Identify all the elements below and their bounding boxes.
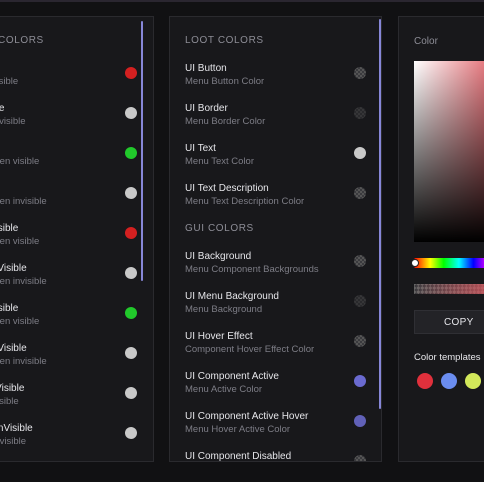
- color-setting-row[interactable]: UI Hover Effect Component Hover Effect Co…: [170, 331, 381, 371]
- setting-description: Component Hover Effect Color: [185, 344, 315, 355]
- color-setting-row[interactable]: UI Background Menu Component Backgrounds: [170, 251, 381, 291]
- setting-description: o when invisible: [0, 436, 27, 447]
- setting-title: eleton InVisible: [0, 343, 27, 354]
- color-swatch[interactable]: [125, 267, 137, 279]
- color-setting-row[interactable]: UI Component Disabled: [170, 451, 381, 462]
- setting-title: yer Info InVisible: [0, 423, 33, 434]
- setting-description: Menu Background: [185, 304, 263, 315]
- loot-gui-colors-panel: LOOT COLORS UI Button Menu Button Color UI…: [169, 16, 382, 462]
- setting-description: eleton when invisible: [0, 356, 47, 367]
- color-swatch[interactable]: [354, 147, 366, 159]
- color-swatch[interactable]: [354, 375, 366, 387]
- color-setting-row[interactable]: Visible eleton when visible: [0, 143, 153, 183]
- setting-description: o when visible: [0, 396, 19, 407]
- color-template-swatch[interactable]: [465, 373, 481, 389]
- setting-title: eleton Visible: [0, 303, 19, 314]
- color-swatch[interactable]: [125, 147, 137, 159]
- color-swatch[interactable]: [354, 335, 366, 347]
- color-template-swatch[interactable]: [441, 373, 457, 389]
- color-setting-row[interactable]: eleton Visible eleton when visible: [0, 223, 153, 263]
- color-setting-row[interactable]: UI Text Description Menu Text Description…: [170, 183, 381, 223]
- setting-description: x when invisible: [0, 116, 26, 127]
- setting-description: Menu Text Description Color: [185, 196, 305, 207]
- color-swatch[interactable]: [125, 347, 137, 359]
- color-template-swatch[interactable]: [417, 373, 433, 389]
- section-header-gui-colors: GUI COLORS: [185, 223, 254, 234]
- setting-description: x when visible: [0, 76, 19, 87]
- setting-description: Menu Hover Active Color: [185, 424, 291, 435]
- color-swatch[interactable]: [354, 187, 366, 199]
- setting-title: UI Border: [185, 103, 228, 114]
- setting-title: UI Component Active: [185, 371, 279, 382]
- color-swatch[interactable]: [125, 67, 137, 79]
- color-swatch[interactable]: [354, 455, 366, 461]
- color-setting-row[interactable]: yer Info Visible o when visible: [0, 383, 153, 423]
- color-swatch[interactable]: [354, 67, 366, 79]
- color-setting-row[interactable]: UI Text Menu Text Color: [170, 143, 381, 183]
- scrollbar[interactable]: [379, 19, 381, 409]
- color-picker-panel: Color COPY Color templates: [398, 16, 484, 462]
- color-swatch[interactable]: [354, 107, 366, 119]
- color-swatch[interactable]: [125, 387, 137, 399]
- setting-description: eleton when invisible: [0, 276, 47, 287]
- color-setting-row[interactable]: UI Component Active Hover Menu Hover Acti…: [170, 411, 381, 451]
- color-swatch[interactable]: [125, 427, 137, 439]
- hue-slider[interactable]: [414, 258, 484, 268]
- setting-title: yer Info Visible: [0, 383, 25, 394]
- setting-title: UI Hover Effect: [185, 331, 253, 342]
- scrollbar[interactable]: [141, 21, 143, 281]
- setting-title: UI Button: [185, 63, 227, 74]
- setting-description: Menu Border Color: [185, 116, 266, 127]
- setting-title: UI Component Active Hover: [185, 411, 309, 422]
- esp-colors-panel: COLORS x Visible x when visible x InVisibl…: [0, 16, 154, 462]
- setting-title: x InVisible: [0, 103, 123, 114]
- setting-title: Visible: [0, 143, 123, 154]
- copy-button[interactable]: COPY: [414, 310, 484, 334]
- color-setting-row[interactable]: UI Border Menu Border Color: [170, 103, 381, 143]
- setting-description: eleton when visible: [0, 156, 40, 167]
- color-setting-row[interactable]: x InVisible x when invisible: [0, 103, 153, 143]
- alpha-slider[interactable]: [414, 284, 484, 294]
- color-setting-row[interactable]: UI Button Menu Button Color: [170, 63, 381, 103]
- setting-description: Menu Button Color: [185, 76, 265, 87]
- section-header-loot-colors: LOOT COLORS: [185, 35, 264, 46]
- setting-title: x Visible: [0, 63, 123, 74]
- color-setting-row[interactable]: yer Info InVisible o when invisible: [0, 423, 153, 461]
- color-setting-row[interactable]: UI Component Active Menu Active Color: [170, 371, 381, 411]
- color-setting-row[interactable]: eleton InVisible eleton when invisible: [0, 343, 153, 383]
- color-swatch[interactable]: [354, 295, 366, 307]
- setting-description: eleton when visible: [0, 236, 40, 247]
- color-templates-label: Color templates: [414, 352, 481, 363]
- setting-description: Menu Active Color: [185, 384, 263, 395]
- setting-title: UI Background: [185, 251, 252, 262]
- color-setting-row[interactable]: eleton Visible eleton when visible: [0, 303, 153, 343]
- setting-description: Menu Text Color: [185, 156, 254, 167]
- setting-title: eleton Visible: [0, 223, 19, 234]
- color-setting-row[interactable]: eleton InVisible eleton when invisible: [0, 263, 153, 303]
- color-swatch[interactable]: [125, 187, 137, 199]
- color-label: Color: [414, 36, 438, 47]
- setting-description: Menu Component Backgrounds: [185, 264, 319, 275]
- color-setting-row[interactable]: InVisible eleton when invisible: [0, 183, 153, 223]
- color-setting-row[interactable]: x Visible x when visible: [0, 63, 153, 103]
- color-swatch[interactable]: [125, 307, 137, 319]
- top-border: [0, 0, 484, 2]
- color-swatch[interactable]: [354, 415, 366, 427]
- setting-description: eleton when visible: [0, 316, 40, 327]
- setting-title: UI Text Description: [185, 183, 269, 194]
- color-swatch[interactable]: [354, 255, 366, 267]
- setting-title: eleton InVisible: [0, 263, 27, 274]
- color-swatch[interactable]: [125, 227, 137, 239]
- hue-slider-handle[interactable]: [411, 259, 419, 267]
- section-header-colors: COLORS: [0, 35, 44, 46]
- setting-description: eleton when invisible: [0, 196, 47, 207]
- setting-title: UI Menu Background: [185, 291, 279, 302]
- color-swatch[interactable]: [125, 107, 137, 119]
- saturation-value-picker[interactable]: [414, 61, 484, 242]
- setting-title: UI Component Disabled: [185, 451, 292, 462]
- setting-title: InVisible: [0, 183, 123, 194]
- color-setting-row[interactable]: UI Menu Background Menu Background: [170, 291, 381, 331]
- setting-title: UI Text: [185, 143, 216, 154]
